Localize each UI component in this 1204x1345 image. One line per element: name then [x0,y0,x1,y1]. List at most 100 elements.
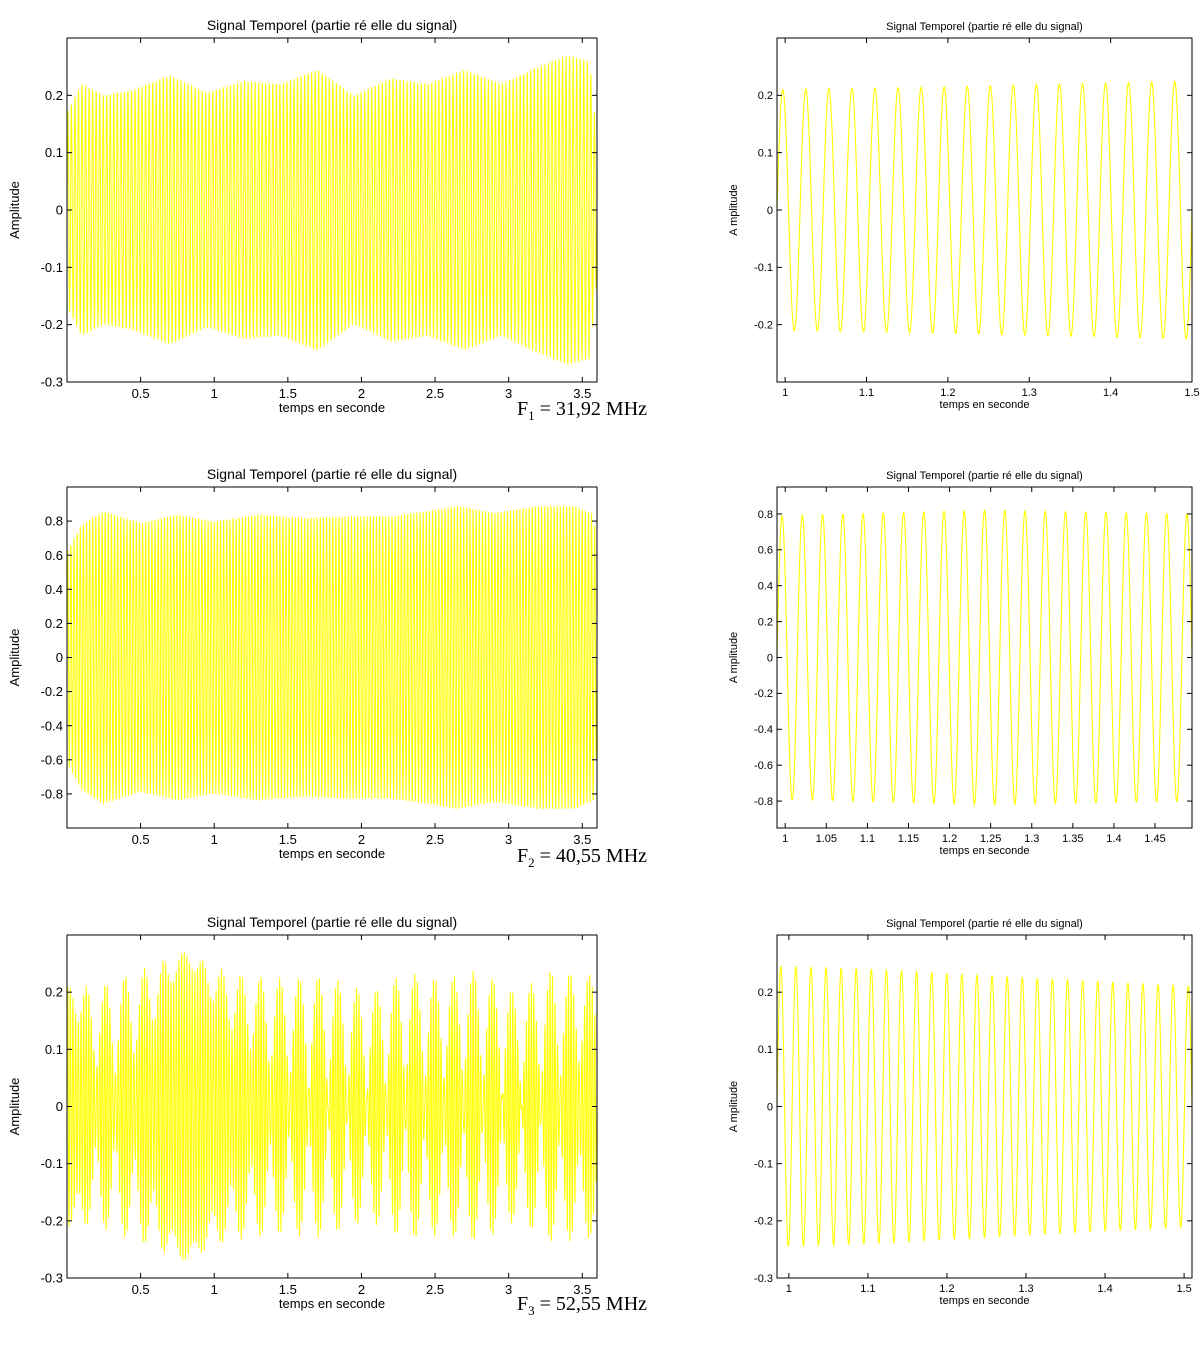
x-axis-label: temps en seconde [279,400,385,415]
y-tick-label: -0.8 [41,786,63,801]
x-tick-label: 1 [782,833,788,845]
x-tick-label: 1.5 [1184,387,1199,399]
chart-title: Signal Temporel (partie ré elle du signa… [886,21,1083,33]
y-tick-label: -0.3 [41,375,63,390]
y-tick-label: -0.8 [754,796,773,808]
x-tick-label: 1.3 [1018,1283,1033,1295]
signal-line-f3-full [66,952,598,1261]
x-tick-label: 1 [211,1282,218,1297]
y-tick-label: -0.2 [41,317,63,332]
chart-title: Signal Temporel (partie ré elle du signa… [207,466,457,482]
x-tick-label: 3 [505,386,512,401]
y-tick-label: 0 [56,203,63,218]
x-tick-label: 1.45 [1144,833,1165,845]
chart-f3-zoom: Signal Temporel (partie ré elle du signa… [728,918,1193,1307]
x-tick-label: 0.5 [132,1282,150,1297]
y-tick-label: 0.8 [758,509,773,521]
chart-f1-zoom: Signal Temporel (partie ré elle du signa… [728,21,1200,411]
signal-line-f2-full [66,505,598,810]
x-tick-label: 2.5 [426,386,444,401]
y-tick-label: 0.8 [45,514,63,529]
x-tick-label: 1.4 [1103,387,1118,399]
chart-title: Signal Temporel (partie ré elle du signa… [886,918,1083,930]
y-tick-label: 0.2 [45,88,63,103]
y-tick-label: -0.6 [754,760,773,772]
signal-line-f1-full [66,56,598,365]
x-tick-label: 3 [505,832,512,847]
x-tick-label: 1.1 [859,387,874,399]
frequency-caption: F3 = 52,55 MHz [517,1293,647,1318]
x-tick-label: 1 [211,832,218,847]
y-tick-label: 0.2 [758,90,773,102]
x-tick-label: 1.2 [942,833,957,845]
x-tick-label: 1.5 [279,1282,297,1297]
caption-letter: F [517,398,528,420]
y-tick-label: 0.2 [45,985,63,1000]
y-tick-label: -0.2 [754,688,773,700]
y-tick-label: 0.1 [45,1042,63,1057]
chart-title: Signal Temporel (partie ré elle du signa… [207,17,457,33]
x-tick-label: 1.25 [980,833,1001,845]
x-axis-label: temps en seconde [940,845,1030,857]
y-tick-label: -0.1 [41,260,63,275]
x-tick-label: 2.5 [426,832,444,847]
x-tick-label: 3.5 [573,1282,591,1297]
caption-value: = 40,55 MHz [535,845,648,867]
y-tick-label: 0 [767,205,773,217]
y-tick-label: 0.6 [45,548,63,563]
x-axis-label: temps en seconde [940,399,1030,411]
x-tick-label: 0.5 [132,832,150,847]
y-axis-label: A mplitude [728,632,740,683]
y-tick-label: 0 [767,1101,773,1113]
axes-box [776,934,1193,1279]
chart-f2-full: Signal Temporel (partie ré elle du signa… [7,466,598,861]
x-tick-label: 0.5 [132,386,150,401]
y-tick-label: -0.6 [41,752,63,767]
y-tick-label: -0.3 [754,1273,773,1285]
y-tick-label: -0.3 [41,1271,63,1286]
x-tick-label: 1.5 [279,386,297,401]
caption-value: = 52,55 MHz [535,1293,648,1315]
y-tick-label: -0.1 [754,262,773,274]
y-tick-label: -0.1 [41,1156,63,1171]
x-axis-label: temps en seconde [279,846,385,861]
x-tick-label: 1.15 [898,833,919,845]
x-tick-label: 1.1 [860,1283,875,1295]
signal-line-f3-zoom [776,965,1193,1248]
y-tick-label: 0.2 [758,616,773,628]
signal-line-f1-zoom [776,80,1193,340]
chart-f3-full: Signal Temporel (partie ré elle du signa… [7,914,598,1311]
x-tick-label: 1.3 [1024,833,1039,845]
x-tick-label: 1 [211,386,218,401]
y-tick-label: 0.4 [45,582,63,597]
y-tick-label: 0 [56,650,63,665]
x-tick-label: 2 [358,832,365,847]
chart-f2-zoom: Signal Temporel (partie ré elle du signa… [728,470,1193,857]
x-tick-label: 1.4 [1106,833,1121,845]
y-tick-label: 0.2 [758,987,773,999]
axes-box [776,486,1193,829]
x-tick-label: 1.05 [816,833,837,845]
chart-f1-full: Signal Temporel (partie ré elle du signa… [7,17,598,415]
y-tick-label: -0.1 [754,1159,773,1171]
signal-line-f2-zoom [776,509,1193,806]
x-tick-label: 2 [358,386,365,401]
y-tick-label: -0.2 [41,684,63,699]
x-tick-label: 2 [358,1282,365,1297]
x-tick-label: 2.5 [426,1282,444,1297]
y-tick-label: 0.6 [758,545,773,557]
x-tick-label: 1.2 [939,1283,954,1295]
caption-value: = 31,92 MHz [535,398,648,420]
y-tick-label: -0.2 [754,1216,773,1228]
y-tick-label: 0.1 [758,1044,773,1056]
x-tick-label: 1.4 [1097,1283,1112,1295]
caption-subscript: 3 [528,1303,535,1318]
y-axis-label: A mplitude [728,1081,740,1132]
chart-title: Signal Temporel (partie ré elle du signa… [886,470,1083,482]
x-tick-label: 1.35 [1062,833,1083,845]
y-tick-label: -0.4 [754,724,773,736]
y-tick-label: 0 [56,1099,63,1114]
frequency-caption: F1 = 31,92 MHz [517,398,647,423]
y-axis-label: Amplitude [7,1078,22,1136]
